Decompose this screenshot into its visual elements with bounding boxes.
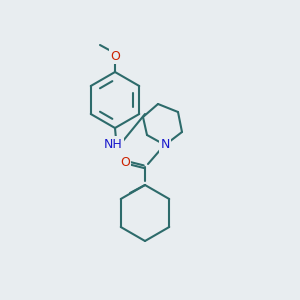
Text: NH: NH bbox=[103, 137, 122, 151]
Text: O: O bbox=[120, 157, 130, 169]
Text: O: O bbox=[110, 50, 120, 62]
Text: N: N bbox=[160, 139, 170, 152]
